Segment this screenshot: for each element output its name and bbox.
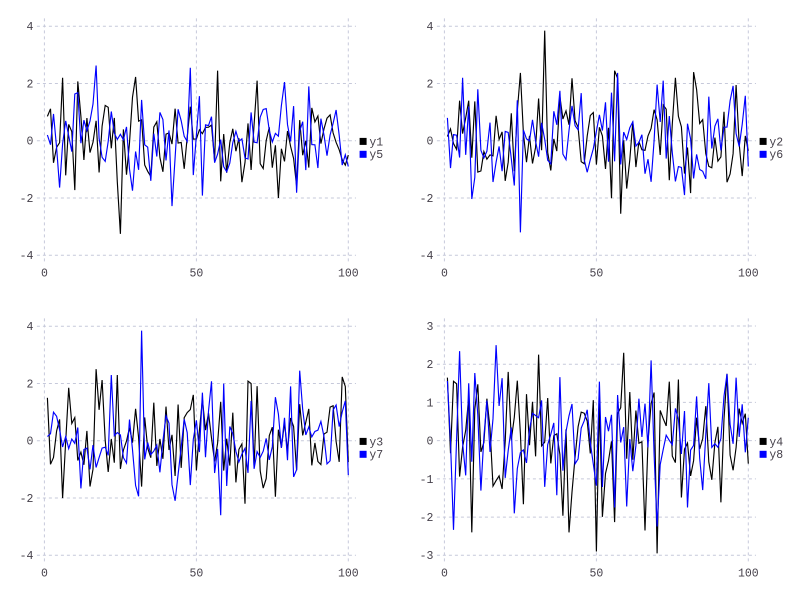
svg-text:50: 50 [189,567,203,580]
svg-text:2: 2 [26,378,33,391]
svg-text:-3: -3 [420,550,434,563]
svg-text:50: 50 [589,567,603,580]
svg-text:50: 50 [589,267,603,280]
svg-text:y7: y7 [369,449,383,462]
svg-text:2: 2 [426,78,433,91]
svg-text:y4: y4 [769,436,783,449]
svg-text:y5: y5 [369,149,383,162]
svg-text:100: 100 [338,267,359,280]
svg-text:2: 2 [426,359,433,372]
svg-text:0: 0 [441,267,448,280]
svg-text:0: 0 [41,267,48,280]
svg-text:y1: y1 [369,136,383,149]
svg-text:-2: -2 [20,493,34,506]
svg-text:3: 3 [426,321,433,334]
svg-text:0: 0 [441,567,448,580]
svg-text:-2: -2 [420,193,434,206]
svg-text:y6: y6 [769,149,783,162]
svg-text:1: 1 [426,397,433,410]
svg-text:4: 4 [26,21,33,34]
svg-text:0: 0 [426,136,433,149]
svg-text:0: 0 [426,436,433,449]
svg-text:0: 0 [26,136,33,149]
svg-text:100: 100 [738,267,759,280]
svg-text:100: 100 [738,567,759,580]
svg-text:2: 2 [26,78,33,91]
svg-text:0: 0 [41,567,48,580]
svg-text:50: 50 [189,267,203,280]
svg-text:y8: y8 [769,449,783,462]
svg-text:y2: y2 [769,136,783,149]
svg-text:4: 4 [426,21,433,34]
svg-text:4: 4 [26,321,33,334]
svg-text:-4: -4 [20,250,34,263]
svg-text:0: 0 [26,436,33,449]
svg-text:100: 100 [338,567,359,580]
svg-text:-2: -2 [20,193,34,206]
svg-text:-1: -1 [420,474,434,487]
svg-text:-2: -2 [420,512,434,525]
svg-text:-4: -4 [20,550,34,563]
svg-text:y3: y3 [369,436,383,449]
svg-text:-4: -4 [420,250,434,263]
